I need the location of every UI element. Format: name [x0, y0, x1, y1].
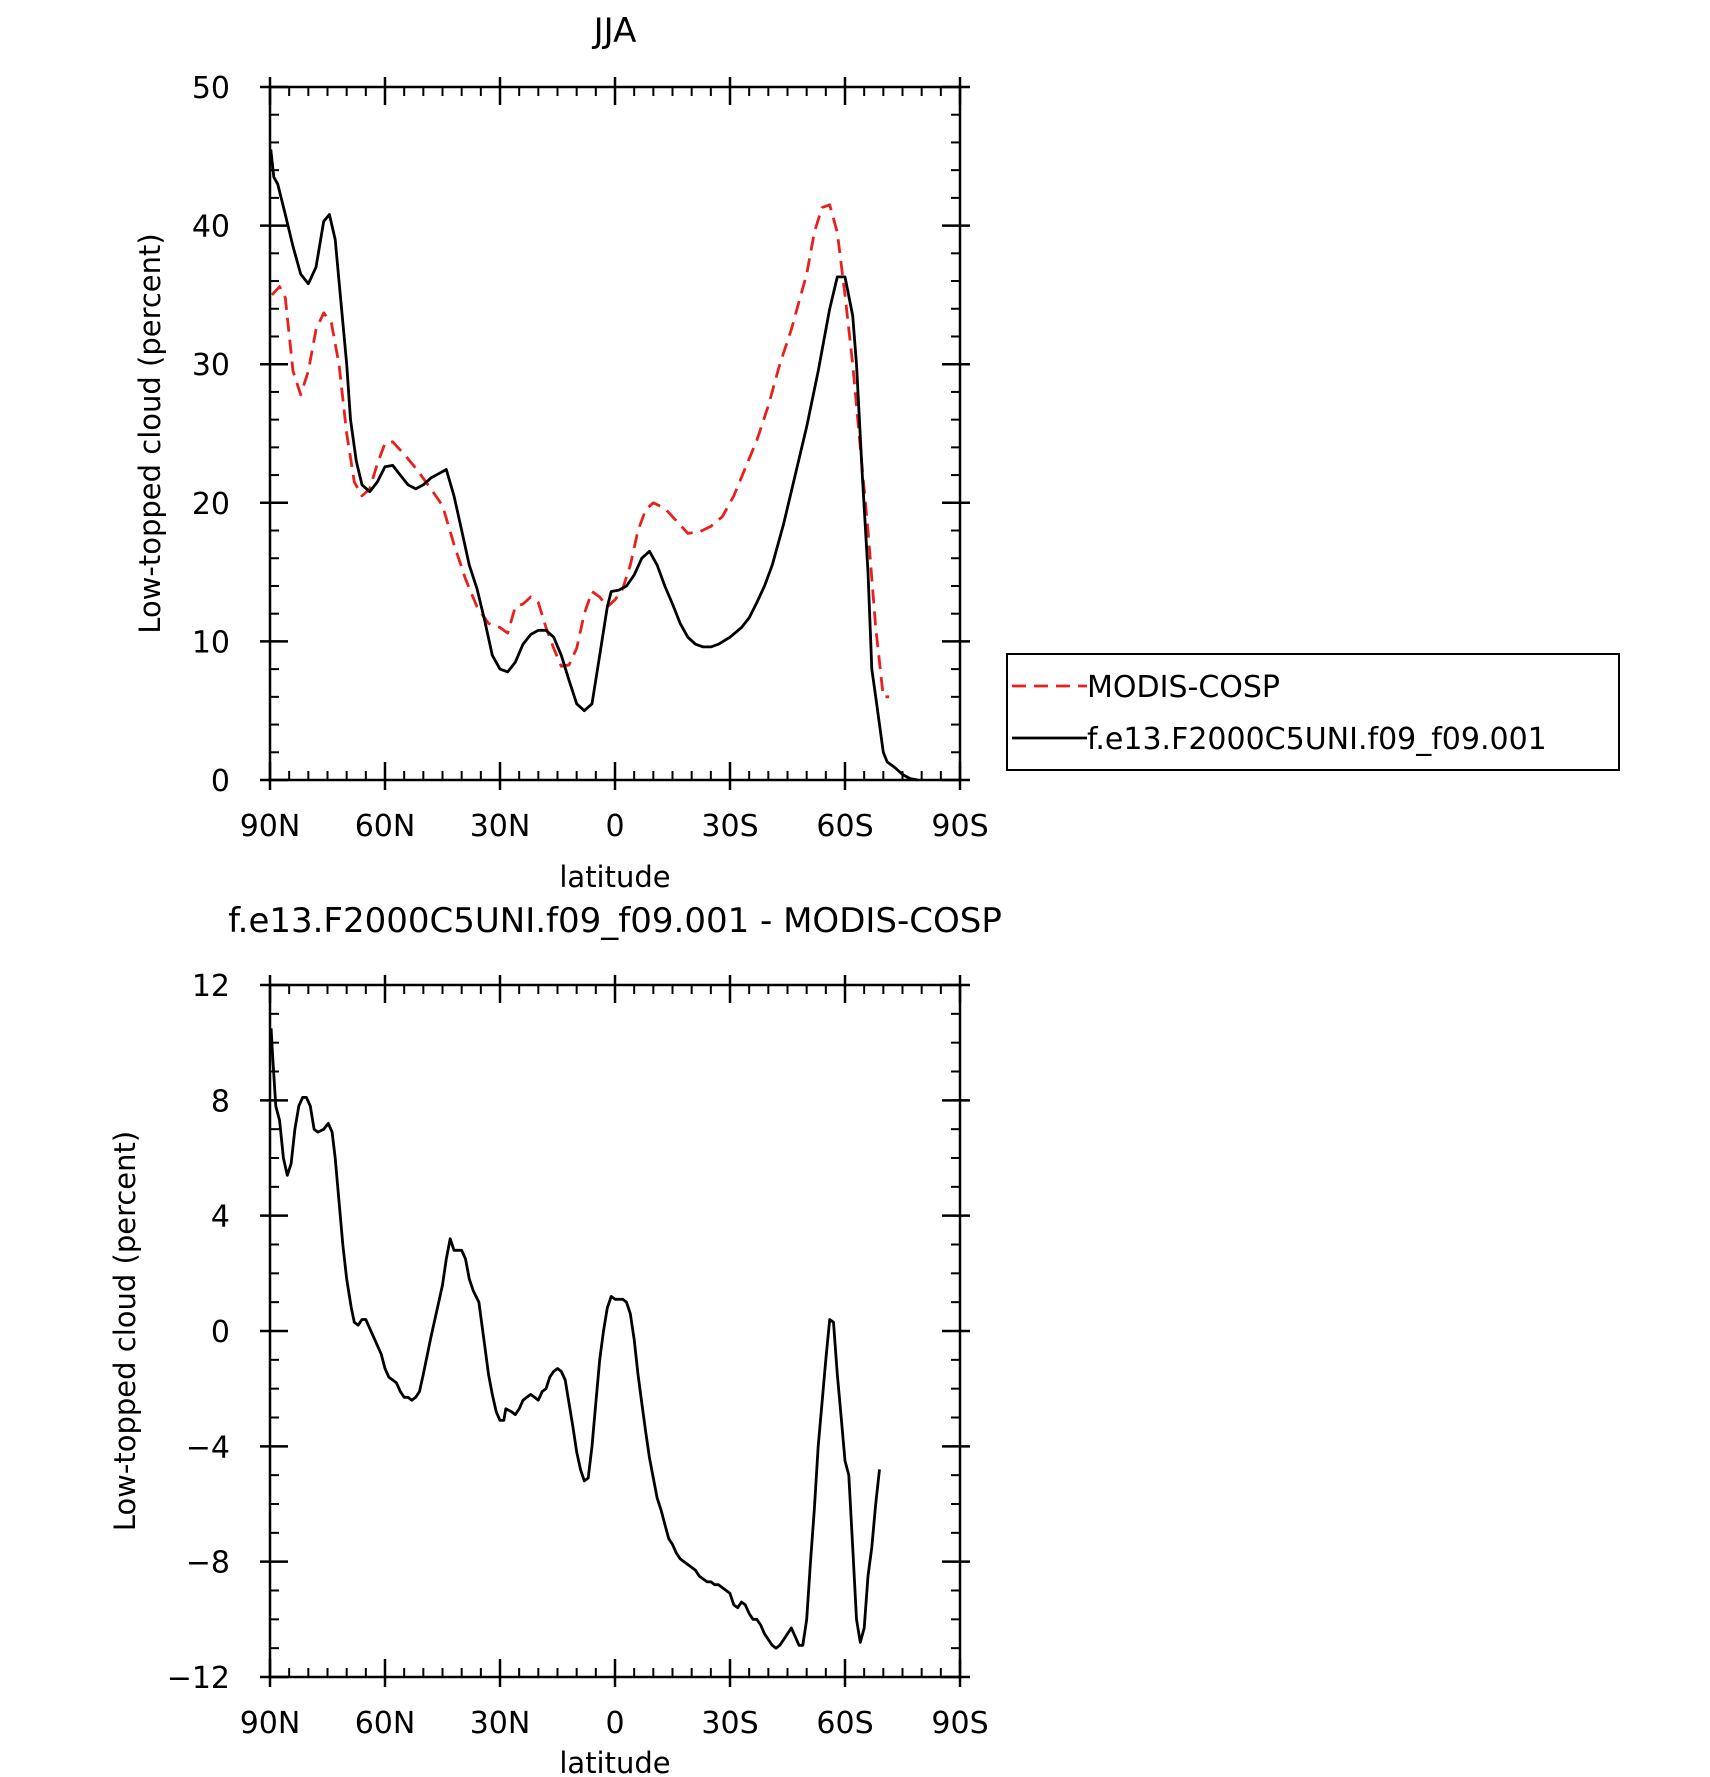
chart1-legend-label: f.e13.F2000C5UNI.f09_f09.001: [1087, 722, 1547, 757]
chart1-x-tick-label: 30S: [701, 809, 758, 844]
chart2-x-tick-label: 90N: [240, 1706, 301, 1741]
chart1-y-tick-label: 10: [192, 625, 230, 660]
chart2-y-tick-label: −8: [186, 1546, 230, 1581]
chart1-series-line-modis-cosp: [270, 203, 890, 699]
chart1-y-tick-label: 30: [192, 348, 230, 383]
chart2-y-tick-label: 0: [211, 1315, 230, 1350]
chart2-x-tick-label: 30S: [701, 1706, 758, 1741]
chart2-y-tick-label: 4: [211, 1200, 230, 1235]
chart1-y-tick-label: 0: [211, 764, 230, 799]
chart2-x-tick-label: 60S: [816, 1706, 873, 1741]
chart1-title: JJA: [592, 11, 637, 51]
chart1-legend-box: [1006, 653, 1620, 771]
chart2-x-tick-label: 0: [605, 1706, 624, 1741]
chart2-x-tick-label: 90S: [931, 1706, 988, 1741]
chart1-y-tick-label: 50: [192, 71, 230, 106]
chart1-panel: 90N 60N 30N 0 30S 60S 90S 0 10 20 30 40 50 JJA latitud…: [133, 11, 1620, 894]
chart1-x-tick-label: 60N: [355, 809, 416, 844]
chart2-y-tick-label: 12: [192, 969, 230, 1004]
chart1-x-tick-label: 30N: [470, 809, 531, 844]
chart2-title: f.e13.F2000C5UNI.f09_f09.001 - MODIS-COS…: [228, 901, 1002, 941]
chart2-y-axis-label: Low-topped cloud (percent): [108, 1131, 142, 1531]
chart2-y-tick-label: 8: [211, 1084, 230, 1119]
chart2-series-line-difference: [269, 1028, 881, 1650]
chart1-x-tick-label: 60S: [816, 809, 873, 844]
chart2-x-tick-label: 60N: [355, 1706, 416, 1741]
chart1-y-axis-label: Low-topped cloud (percent): [133, 233, 167, 633]
chart1-x-tick-label: 90S: [931, 809, 988, 844]
chart2-x-axis-label: latitude: [559, 1746, 670, 1777]
chart1-x-tick-label: 90N: [240, 809, 301, 844]
chart2-x-tick-label: 30N: [470, 1706, 531, 1741]
chart2-y-tick-label: −4: [186, 1430, 230, 1465]
chart1-plot-frame: [268, 85, 962, 782]
chart1-x-axis-label: latitude: [559, 860, 670, 894]
chart2-panel: 90N 60N 30N 0 30S 60S 90S −12 −8 −4 0 4 8 12 f.e13.F20…: [108, 901, 1002, 1777]
chart1-y-tick-label: 40: [192, 210, 230, 245]
chart1-x-tick-label: 0: [605, 809, 624, 844]
chart2-plot-frame: [268, 983, 962, 1679]
chart1-y-tick-label: 20: [192, 487, 230, 522]
chart1-legend: MODIS-COSP f.e13.F2000C5UNI.f09_f09.001: [1006, 653, 1620, 771]
chart1-series-line-f-e13-f2000c5uni-f09-f09-001: [269, 149, 919, 782]
chart1-legend-label: MODIS-COSP: [1087, 670, 1280, 705]
chart2-y-tick-label: −12: [167, 1661, 230, 1696]
